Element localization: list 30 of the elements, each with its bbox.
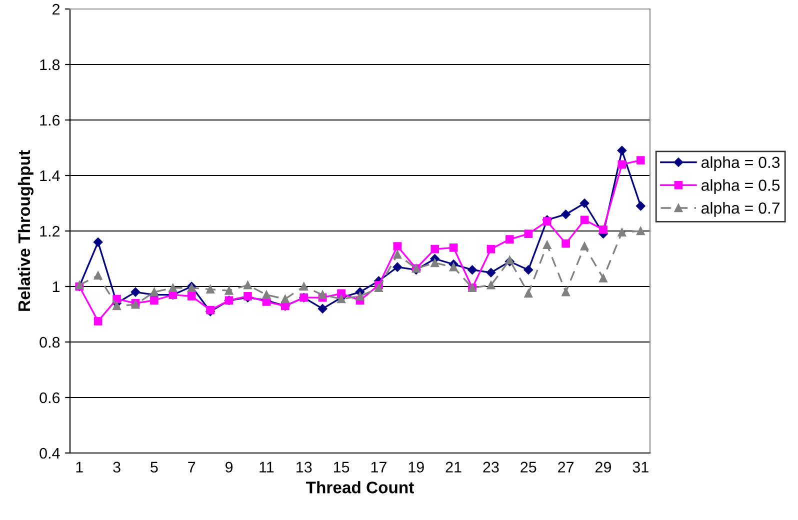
- x-tick-label: 11: [260, 462, 274, 472]
- x-tick-label: 21: [446, 462, 462, 472]
- y-tick-label: 1.6: [40, 114, 60, 126]
- x-tick-label: 23: [483, 462, 499, 473]
- y-tick-label: 0.6: [40, 392, 60, 404]
- y-tick-label: 0.8: [40, 336, 60, 348]
- y-tick-label: 1.8: [40, 59, 60, 70]
- legend-label: alpha = 0.3: [701, 156, 780, 172]
- x-axis-title: Thread Count: [306, 481, 414, 494]
- x-tick-label: 17: [371, 462, 386, 472]
- x-tick-label: 19: [408, 462, 424, 473]
- y-tick-label: 0.4: [40, 448, 60, 459]
- x-tick-label: 31: [632, 462, 648, 473]
- x-tick-label: 7: [188, 462, 196, 472]
- legend-label: alpha = 0.7: [701, 202, 780, 217]
- y-tick-label: 1.4: [40, 170, 60, 182]
- y-tick-label: 1: [52, 282, 60, 292]
- y-tick-label: 2: [52, 4, 60, 15]
- x-tick-label: 5: [150, 462, 158, 473]
- x-tick-label: 15: [334, 462, 350, 473]
- x-tick-label: 13: [296, 462, 312, 473]
- x-tick-label: 29: [596, 462, 611, 473]
- x-tick-label: 3: [113, 462, 120, 473]
- legend-label: alpha = 0.5: [701, 179, 780, 194]
- x-tick-label: 1: [76, 462, 83, 472]
- y-tick-label: 1.2: [40, 226, 60, 237]
- x-tick-label: 25: [520, 462, 536, 473]
- y-axis-title: Relative Throughput: [18, 150, 34, 311]
- x-tick-label: 27: [558, 462, 574, 472]
- x-tick-label: 9: [226, 462, 233, 473]
